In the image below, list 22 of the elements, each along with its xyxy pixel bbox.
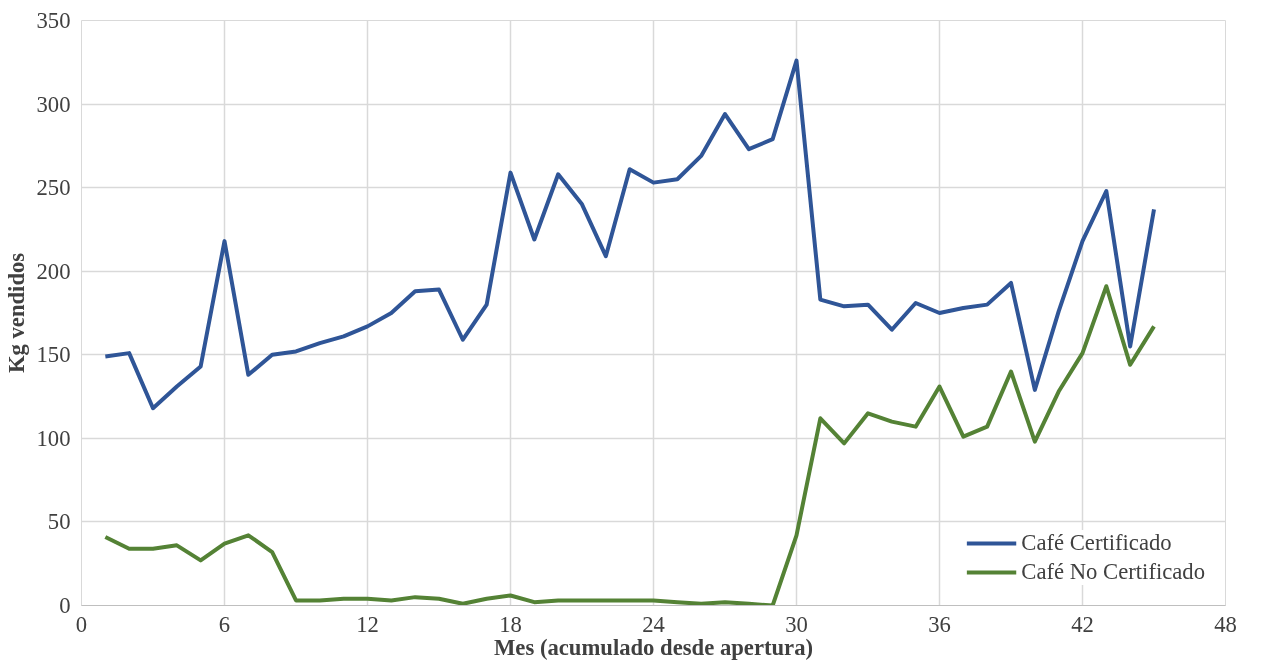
x-tick-label: 36 [928, 611, 951, 637]
x-axis-title: Mes (acumulado desde apertura) [493, 634, 814, 660]
y-tick-label: 250 [36, 175, 71, 201]
x-tick-label: 0 [75, 611, 88, 637]
y-tick-label: 0 [59, 593, 71, 618]
x-tick-label: 18 [499, 611, 522, 637]
y-axis-title: Kg vendidos [3, 252, 29, 374]
y-tick-label: 200 [36, 258, 71, 284]
x-tick-label: 24 [642, 611, 665, 637]
y-tick-label: 100 [36, 425, 71, 451]
legend-label: Café Certificado [1021, 530, 1172, 556]
y-tick-label: 150 [36, 342, 71, 368]
y-tick-label: 300 [36, 91, 71, 117]
legend-label: Café No Certificado [1021, 559, 1205, 585]
x-tick-label: 6 [218, 611, 231, 637]
x-tick-label: 48 [1214, 611, 1237, 637]
y-tick-label: 50 [47, 509, 71, 535]
x-tick-label: 42 [1071, 611, 1094, 637]
line-series [103, 58, 1156, 411]
x-tick-label: 30 [785, 611, 808, 637]
x-tick-label: 12 [356, 611, 379, 637]
y-tick-label: 350 [36, 8, 71, 33]
